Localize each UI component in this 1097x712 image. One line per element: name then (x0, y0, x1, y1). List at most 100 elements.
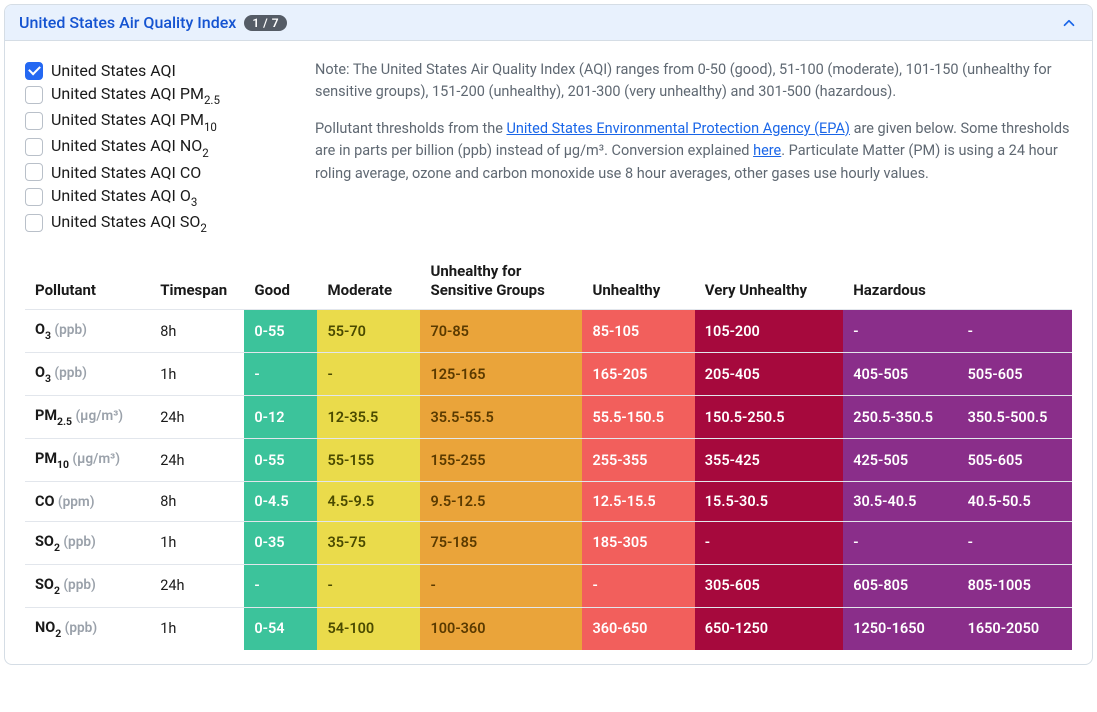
checkbox-icon[interactable] (25, 112, 43, 130)
panel-title-wrap: United States Air Quality Index 1 / 7 (19, 13, 287, 32)
checkbox-item[interactable]: United States AQI O3 (25, 184, 285, 210)
checkbox-item[interactable]: United States AQI PM10 (25, 108, 285, 134)
threshold-cell: 185-305 (582, 522, 694, 565)
threshold-cell: 55-155 (317, 439, 420, 482)
threshold-cell: 30.5-40.5 (843, 482, 957, 522)
threshold-cell: 12.5-15.5 (582, 482, 694, 522)
checkbox-item[interactable]: United States AQI CO (25, 161, 285, 184)
checkbox-label: United States AQI NO2 (51, 136, 209, 158)
threshold-cell: 40.5-50.5 (958, 482, 1072, 522)
threshold-cell: 70-85 (420, 310, 582, 353)
checkbox-item[interactable]: United States AQI (25, 59, 285, 82)
threshold-cell: 75-185 (420, 522, 582, 565)
table-row: O3 (ppb)1h--125-165165-205205-405405-505… (25, 353, 1072, 396)
checkbox-icon[interactable] (25, 188, 43, 206)
threshold-cell: 0-12 (244, 396, 317, 439)
threshold-cell: 125-165 (420, 353, 582, 396)
threshold-cell: 0-55 (244, 310, 317, 353)
threshold-cell: 9.5-12.5 (420, 482, 582, 522)
table-row: NO2 (ppb)1h0-5454-100100-360360-650650-1… (25, 607, 1072, 649)
checkbox-item[interactable]: United States AQI SO2 (25, 210, 285, 236)
timespan-cell: 8h (150, 310, 244, 353)
checkbox-list: United States AQI United States AQI PM2.5… (25, 59, 285, 236)
threshold-cell: - (582, 564, 694, 607)
threshold-cell: 205-405 (695, 353, 843, 396)
timespan-cell: 1h (150, 522, 244, 565)
threshold-cell: 360-650 (582, 607, 694, 649)
threshold-cell: 55.5-150.5 (582, 396, 694, 439)
threshold-cell: 0-54 (244, 607, 317, 649)
pollutant-cell: PM10 (μg/m³) (25, 439, 150, 482)
threshold-cell: 1250-1650 (843, 607, 957, 649)
threshold-cell: 1650-2050 (958, 607, 1072, 649)
table-header: Moderate (317, 254, 420, 310)
table-header: Pollutant (25, 254, 150, 310)
table-header: Unhealthy for Sensitive Groups (420, 254, 582, 310)
threshold-cell: 12-35.5 (317, 396, 420, 439)
table-header-row: PollutantTimespanGoodModerateUnhealthy f… (25, 254, 1072, 310)
threshold-cell: 54-100 (317, 607, 420, 649)
panel-header[interactable]: United States Air Quality Index 1 / 7 (5, 5, 1092, 41)
table-row: SO2 (ppb)24h----305-605605-805805-1005 (25, 564, 1072, 607)
conversion-link[interactable]: here (753, 142, 781, 159)
chevron-up-icon[interactable] (1060, 14, 1078, 32)
threshold-cell: - (695, 522, 843, 565)
panel-title: United States Air Quality Index (19, 13, 236, 32)
threshold-cell: - (843, 310, 957, 353)
timespan-cell: 1h (150, 353, 244, 396)
table-row: SO2 (ppb)1h0-3535-7575-185185-305--- (25, 522, 1072, 565)
threshold-cell: - (244, 353, 317, 396)
threshold-cell: 4.5-9.5 (317, 482, 420, 522)
threshold-cell: 405-505 (843, 353, 957, 396)
checkbox-icon[interactable] (25, 214, 43, 232)
threshold-cell: 55-70 (317, 310, 420, 353)
threshold-cell: - (420, 564, 582, 607)
threshold-cell: - (244, 564, 317, 607)
threshold-cell: 505-605 (958, 353, 1072, 396)
checkbox-icon[interactable] (25, 86, 43, 104)
threshold-cell: - (843, 522, 957, 565)
note-paragraph-2: Pollutant thresholds from the United Sta… (315, 118, 1072, 185)
threshold-cell: 305-605 (695, 564, 843, 607)
aqi-threshold-table: PollutantTimespanGoodModerateUnhealthy f… (25, 254, 1072, 650)
table-row: O3 (ppb)8h0-5555-7070-8585-105105-200-- (25, 310, 1072, 353)
threshold-cell: 805-1005 (958, 564, 1072, 607)
table-row: PM2.5 (μg/m³)24h0-1212-35.535.5-55.555.5… (25, 396, 1072, 439)
checkbox-icon[interactable] (25, 62, 43, 80)
checkbox-item[interactable]: United States AQI PM2.5 (25, 82, 285, 108)
threshold-cell: 155-255 (420, 439, 582, 482)
checkbox-icon[interactable] (25, 138, 43, 156)
threshold-cell: 0-35 (244, 522, 317, 565)
table-row: PM10 (μg/m³)24h0-5555-155155-255255-3553… (25, 439, 1072, 482)
table-body: O3 (ppb)8h0-5555-7070-8585-105105-200--O… (25, 310, 1072, 650)
checkbox-item[interactable]: United States AQI NO2 (25, 134, 285, 160)
top-row: United States AQI United States AQI PM2.5… (25, 59, 1072, 236)
table-header: Very Unhealthy (695, 254, 843, 310)
threshold-cell: 255-355 (582, 439, 694, 482)
checkbox-label: United States AQI PM2.5 (51, 84, 220, 106)
aqi-panel: United States Air Quality Index 1 / 7 Un… (4, 4, 1093, 665)
note-column: Note: The United States Air Quality Inde… (315, 59, 1072, 236)
checkbox-icon[interactable] (25, 163, 43, 181)
threshold-cell: - (958, 522, 1072, 565)
timespan-cell: 1h (150, 607, 244, 649)
threshold-cell: 165-205 (582, 353, 694, 396)
pollutant-cell: NO2 (ppb) (25, 607, 150, 649)
note-text: Pollutant thresholds from the (315, 120, 506, 137)
pollutant-cell: SO2 (ppb) (25, 564, 150, 607)
checkbox-label: United States AQI PM10 (51, 110, 217, 132)
threshold-cell: 100-360 (420, 607, 582, 649)
threshold-cell: 350.5-500.5 (958, 396, 1072, 439)
threshold-cell: 85-105 (582, 310, 694, 353)
note-paragraph-1: Note: The United States Air Quality Inde… (315, 59, 1072, 104)
pollutant-cell: O3 (ppb) (25, 310, 150, 353)
threshold-cell: 0-55 (244, 439, 317, 482)
checkbox-label: United States AQI (51, 61, 176, 80)
epa-link[interactable]: United States Environmental Protection A… (506, 120, 850, 137)
table-header: Unhealthy (582, 254, 694, 310)
threshold-cell: 150.5-250.5 (695, 396, 843, 439)
timespan-cell: 24h (150, 439, 244, 482)
threshold-cell: 250.5-350.5 (843, 396, 957, 439)
pollutant-cell: O3 (ppb) (25, 353, 150, 396)
table-row: CO (ppm)8h0-4.54.5-9.59.5-12.512.5-15.51… (25, 482, 1072, 522)
